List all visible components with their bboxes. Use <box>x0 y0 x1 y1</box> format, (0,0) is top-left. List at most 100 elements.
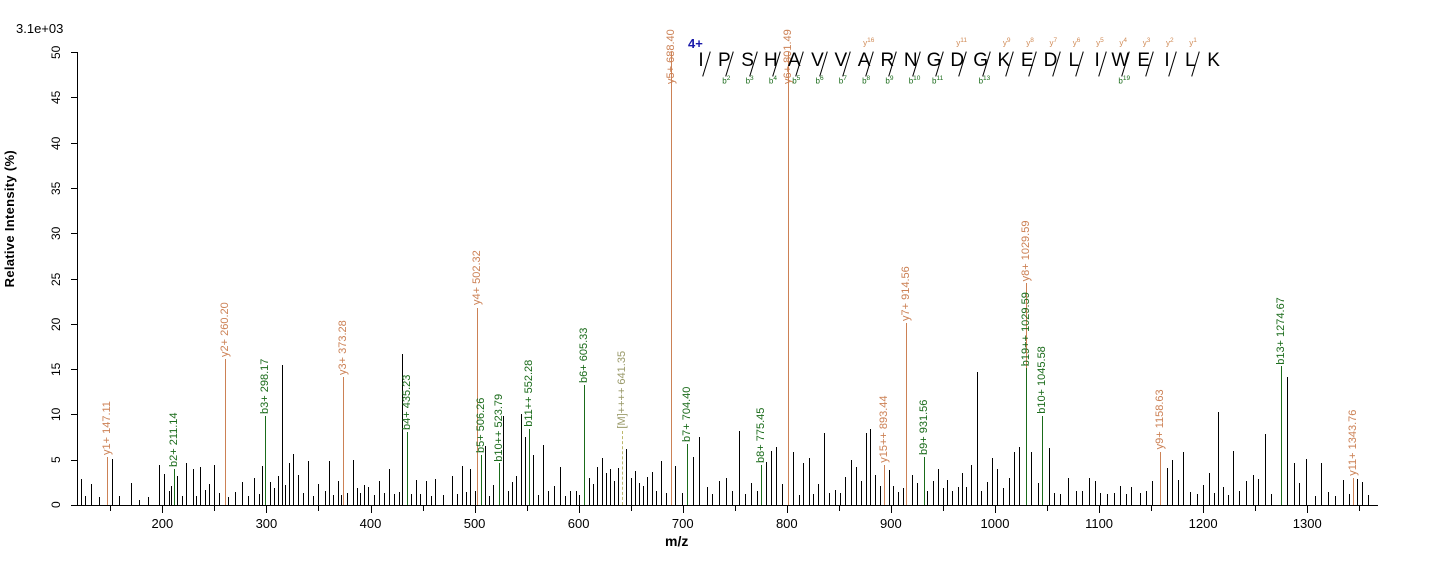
noise-peak <box>829 493 831 505</box>
noise-peak <box>565 495 567 505</box>
noise-peak <box>726 477 728 505</box>
noise-peak <box>647 476 649 505</box>
x-axis-tick-label: 1200 <box>1188 516 1218 531</box>
y-axis-tick <box>71 459 77 461</box>
x-axis-tick-minor <box>1255 506 1257 511</box>
y-ion-peak-label: y3+ 373.28 <box>336 320 349 376</box>
noise-peak <box>870 428 872 505</box>
x-axis-tick-minor <box>1359 506 1361 511</box>
noise-peak <box>799 495 801 505</box>
x-axis-tick-label: 800 <box>775 516 798 531</box>
noise-peak <box>630 477 632 505</box>
y-axis-tick <box>71 142 77 144</box>
noise-peak <box>1067 477 1069 505</box>
b-ion-peak <box>528 428 530 505</box>
noise-peak <box>227 496 229 505</box>
noise-peak <box>293 454 295 505</box>
x-axis-tick-label: 200 <box>151 516 174 531</box>
noise-peak <box>1037 483 1039 505</box>
noise-peak <box>462 466 464 505</box>
precursor-peak-label: [M]++++ 641.35 <box>615 351 628 429</box>
noise-peak <box>384 493 386 505</box>
noise-peak <box>1008 477 1010 505</box>
noise-peak <box>324 491 326 505</box>
sequence-residue: I <box>698 50 704 71</box>
noise-peak <box>947 479 949 505</box>
x-axis-tick-minor <box>838 506 840 511</box>
noise-peak <box>425 481 427 505</box>
b-ion-series-label: b2 <box>722 75 731 86</box>
y-ion-peak <box>670 52 672 505</box>
y-ion-series-label: y4 <box>1119 37 1128 48</box>
base-peak-intensity-label: 3.1e+03 <box>16 21 64 36</box>
y-ion-peak <box>788 52 790 505</box>
b-ion-peak-label: b7+ 704.40 <box>681 386 694 443</box>
y-ion-peak-label: y4+ 502.32 <box>471 250 483 306</box>
noise-peak <box>1196 494 1198 505</box>
noise-peak <box>731 490 733 505</box>
sequence-residue: S <box>741 50 754 71</box>
noise-peak <box>977 371 979 505</box>
b-ion-peak-label: b8+ 775.45 <box>755 407 768 464</box>
noise-peak <box>209 484 211 505</box>
noise-peak <box>1306 458 1308 505</box>
y-axis-tick-label: 30 <box>49 226 63 240</box>
noise-peak <box>971 465 973 505</box>
noise-peak <box>1233 450 1235 505</box>
noise-peak <box>952 490 954 505</box>
noise-peak <box>965 486 967 505</box>
y-ion-series-label: y6 <box>1072 37 1081 48</box>
sequence-residue: I <box>1094 50 1100 71</box>
noise-peak <box>159 465 161 505</box>
x-axis-tick-label: 500 <box>463 516 486 531</box>
noise-peak <box>1270 494 1272 505</box>
noise-peak <box>932 481 934 505</box>
y-axis-tick-label: 40 <box>49 135 63 150</box>
b-ion-peak-label: b3+ 298.17 <box>258 358 271 415</box>
x-axis-line <box>77 505 1378 506</box>
noise-peak <box>845 476 847 505</box>
noise-peak <box>218 493 220 505</box>
x-axis-tick-major <box>1203 506 1205 513</box>
noise-peak <box>1253 475 1255 505</box>
noise-peak <box>548 491 550 505</box>
y-ion-series-label: y7 <box>1049 37 1058 48</box>
b-ion-series-label: b13 <box>978 75 991 86</box>
noise-peak <box>524 437 526 505</box>
x-axis-tick-label: 900 <box>880 516 902 531</box>
noise-peak <box>1059 494 1061 505</box>
noise-peak <box>812 494 814 505</box>
noise-peak <box>1107 494 1109 505</box>
b-ion-series-label: b5 <box>792 75 801 86</box>
y-axis-tick <box>71 233 77 235</box>
noise-peak <box>553 485 555 505</box>
x-axis-tick-major <box>162 506 164 513</box>
noise-peak <box>1213 493 1215 505</box>
x-axis-tick-major <box>474 506 476 513</box>
noise-peak <box>368 486 370 505</box>
precursor-charge-label: 4+ <box>688 36 703 51</box>
b-ion-series-label: b3 <box>745 75 754 86</box>
noise-peak <box>1018 447 1020 505</box>
y-axis-title: Relative Intensity (%) <box>2 150 17 288</box>
sequence-residue: L <box>1068 50 1080 71</box>
y-axis-tick-label: 10 <box>49 407 63 422</box>
noise-peak <box>570 490 572 505</box>
noise-peak <box>609 468 611 505</box>
noise-peak <box>214 465 216 505</box>
noise-peak <box>1088 477 1090 505</box>
noise-peak <box>916 483 918 505</box>
noise-peak <box>443 495 445 505</box>
noise-peak <box>675 466 677 505</box>
x-axis-tick-major <box>994 506 996 513</box>
y-ion-series-label: y5 <box>1096 37 1104 48</box>
b-ion-series-label: b10 <box>908 75 921 86</box>
b-ion-peak <box>481 455 483 505</box>
x-axis-tick-minor <box>214 506 216 511</box>
noise-peak <box>318 484 320 505</box>
noise-peak <box>420 494 422 505</box>
x-axis-tick-minor <box>526 506 528 511</box>
y-ion-peak <box>225 359 226 505</box>
b-ion-peak-label: b10+ 1045.58 <box>1036 346 1049 415</box>
noise-peak <box>430 495 432 505</box>
